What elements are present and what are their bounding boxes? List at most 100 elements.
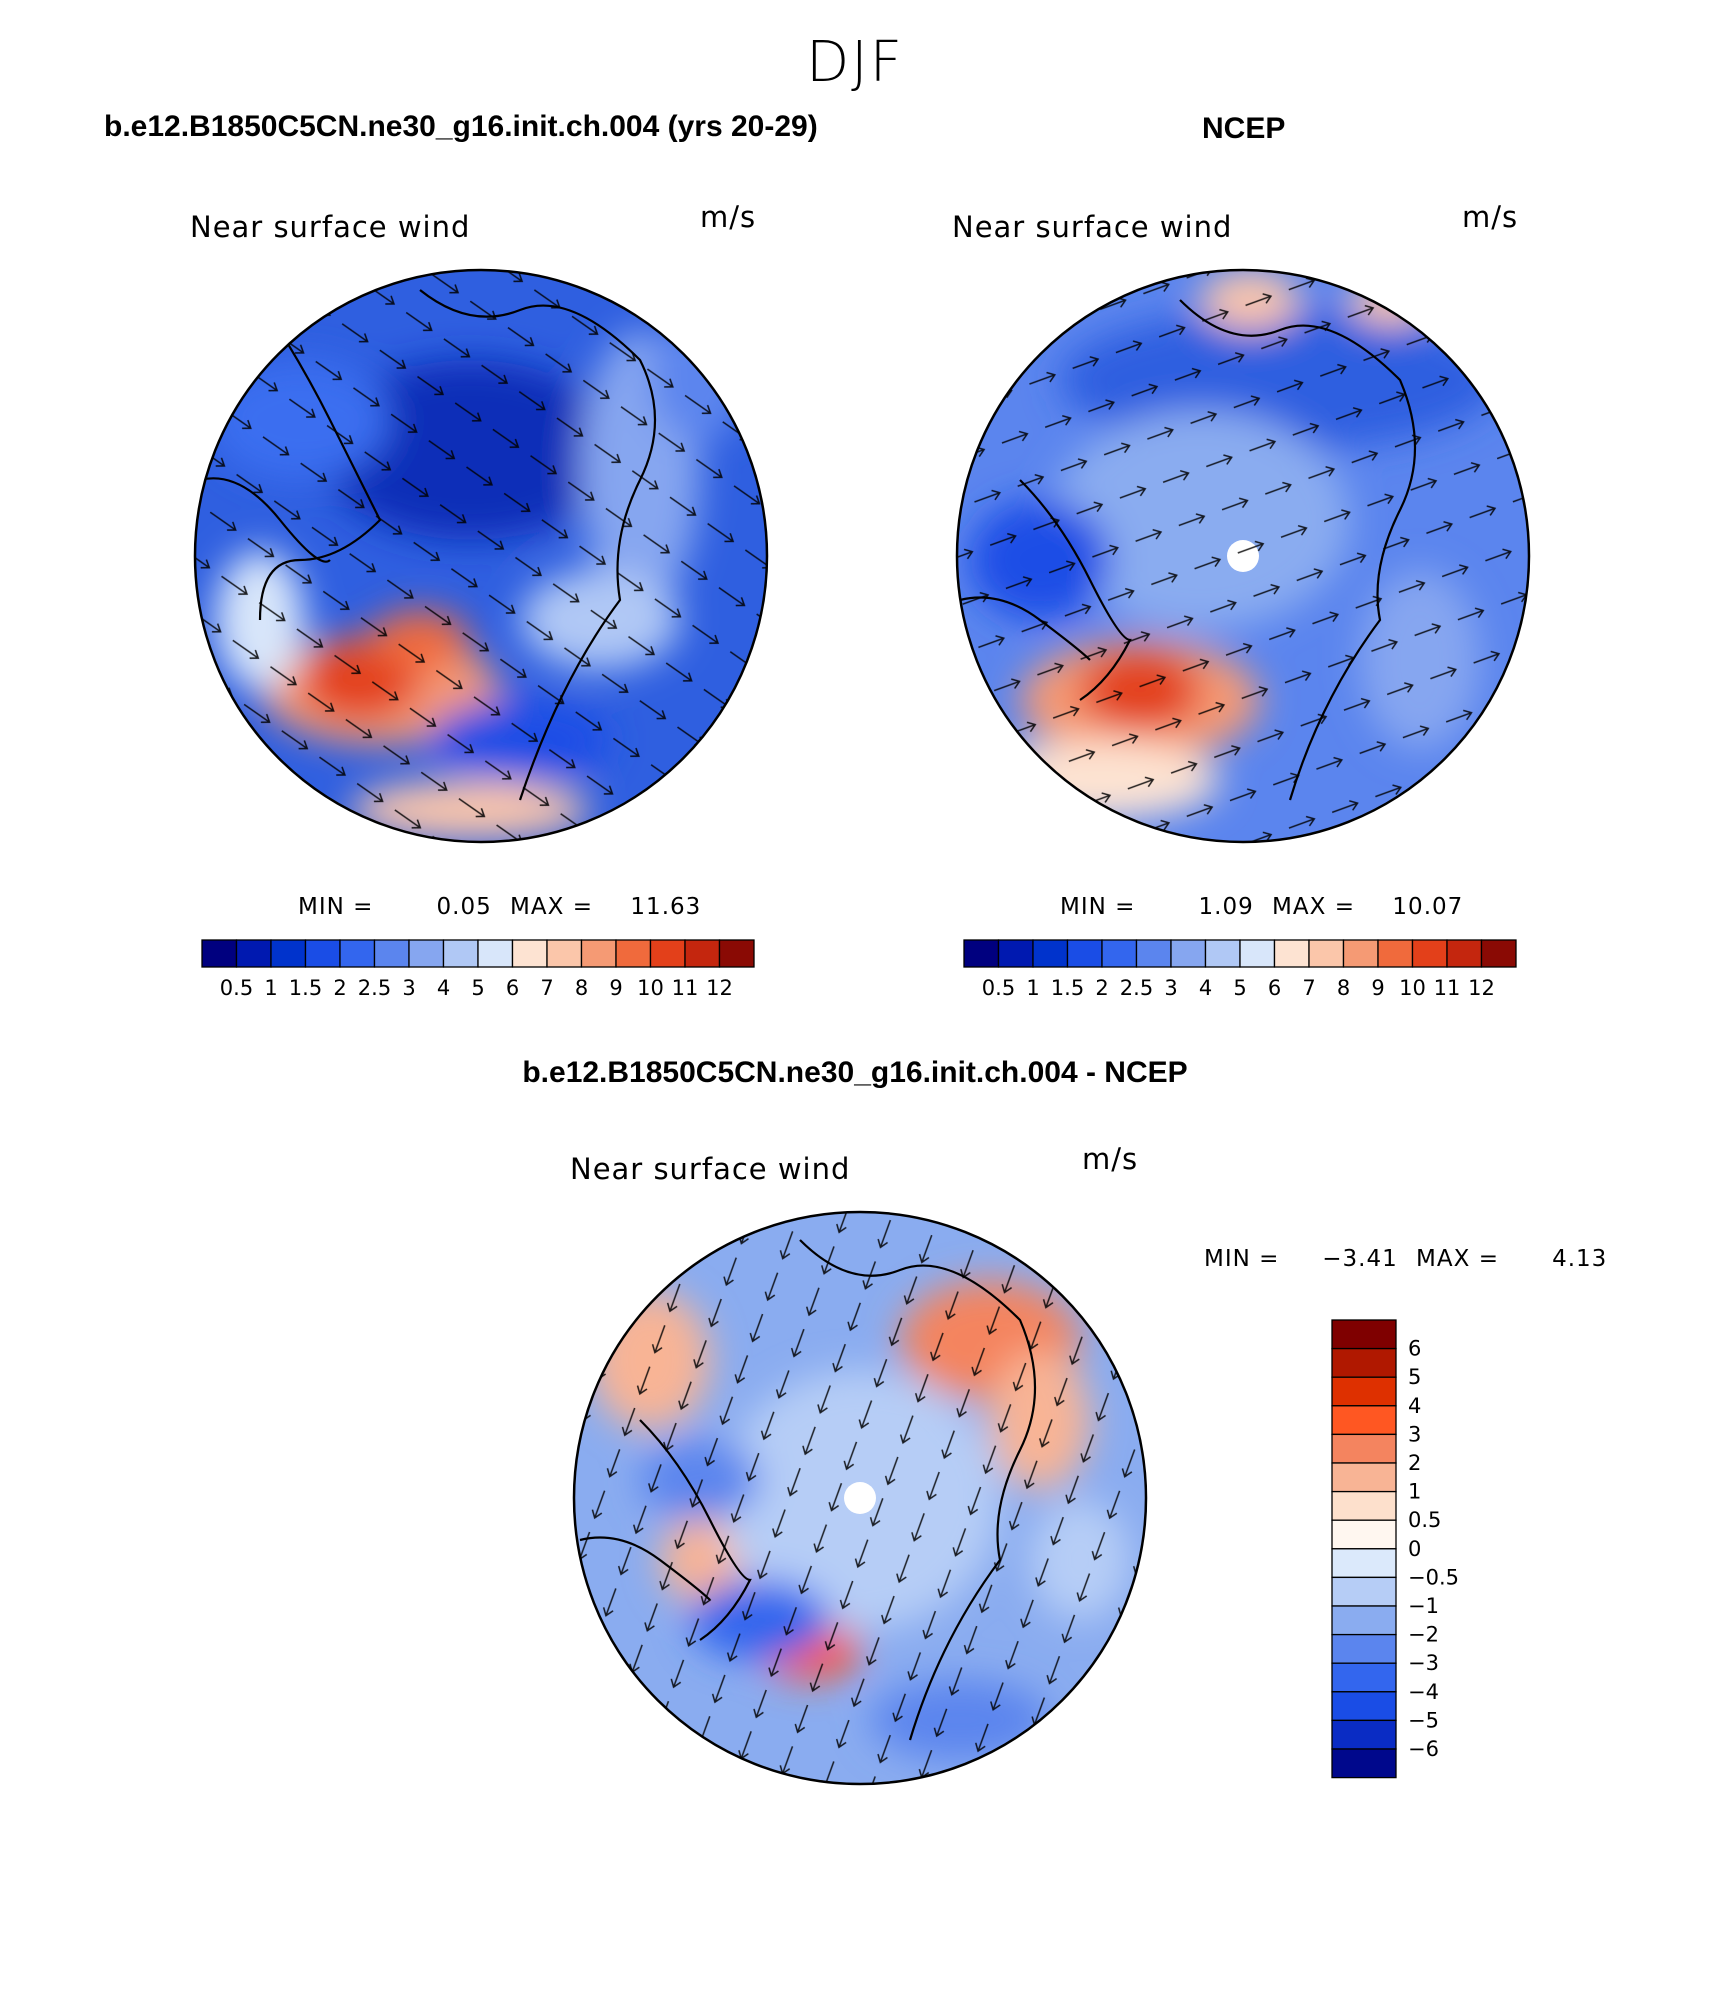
colorbar-tick-label: −3 (1408, 1651, 1439, 1675)
obs-colorbar: 0.5 1 1.5 2 2.5 3 4 5 6 7 8 9 10 11 12 (963, 939, 1517, 1000)
colorbar-box (339, 939, 376, 968)
colorbar-tick-label: 7 (540, 976, 553, 1000)
diff-units: m/s (1082, 1142, 1139, 1176)
colorbar-tick-label: 1 (1408, 1480, 1421, 1504)
colorbar-tick-label: 0.5 (220, 976, 253, 1000)
colorbar-tick-label: 1.5 (1051, 976, 1084, 1000)
colorbar-tick-label: 1 (1026, 976, 1039, 1000)
min-label: MIN = (298, 894, 374, 920)
colorbar-box (1273, 939, 1310, 968)
colorbar-box (1480, 939, 1517, 968)
model-map (195, 270, 767, 842)
colorbar-box (684, 939, 721, 968)
colorbar-tick-label: 0.5 (982, 976, 1015, 1000)
colorbar-box (1331, 1405, 1397, 1436)
max-value: 4.13 (1552, 1246, 1608, 1272)
colorbar-tick-label: 6 (1408, 1337, 1421, 1361)
colorbar-tick-label: −6 (1408, 1737, 1439, 1761)
colorbar-tick-label: 12 (1468, 976, 1495, 1000)
colorbar-tick-label: −1 (1408, 1594, 1439, 1618)
colorbar-tick-label: 2 (1095, 976, 1108, 1000)
colorbar-tick-label: −2 (1408, 1623, 1439, 1647)
colorbar-box (1331, 1633, 1397, 1664)
model-stats: MIN = 0.05 MAX = 11.63 (298, 894, 701, 920)
max-label: MAX = (1416, 1246, 1499, 1272)
model-colorbar: 0.5 1 1.5 2 2.5 3 4 5 6 7 8 9 10 11 12 (201, 939, 755, 1000)
diff-colorbar: 6 5 4 3 2 1 0.5 0 −0.5 −1 −2 −3 −4 −5 −6 (1331, 1319, 1459, 1779)
colorbar-box (304, 939, 341, 968)
colorbar-tick-label: 6 (1268, 976, 1281, 1000)
colorbar-tick-label: 3 (1408, 1422, 1421, 1446)
colorbar-box (1331, 1548, 1397, 1579)
colorbar-tick-label: 6 (506, 976, 519, 1000)
colorbar-box (1331, 1462, 1397, 1493)
max-value: 10.07 (1392, 894, 1464, 920)
colorbar-tick-label: 3 (402, 976, 415, 1000)
colorbar-box (1331, 1519, 1397, 1550)
colorbar-tick-label: −5 (1408, 1708, 1439, 1732)
colorbar-box (1135, 939, 1172, 968)
colorbar-tick-label: 1.5 (289, 976, 322, 1000)
colorbar-box (1331, 1376, 1397, 1407)
colorbar-box (1342, 939, 1379, 968)
colorbar-tick-label: 1 (264, 976, 277, 1000)
max-value: 11.63 (630, 894, 702, 920)
min-label: MIN = (1060, 894, 1136, 920)
colorbar-tick-label: 8 (575, 976, 588, 1000)
colorbar-tick-label: 3 (1164, 976, 1177, 1000)
max-label: MAX = (1272, 894, 1355, 920)
colorbar-box (511, 939, 548, 968)
min-value: −3.41 (1322, 1246, 1398, 1272)
colorbar-tick-label: 2 (333, 976, 346, 1000)
colorbar-tick-label: 7 (1302, 976, 1315, 1000)
colorbar-tick-label: 2 (1408, 1451, 1421, 1475)
obs-panel-title: NCEP (1202, 112, 1286, 145)
colorbar-tick-label: 4 (1199, 976, 1212, 1000)
diff-map (574, 1212, 1146, 1784)
colorbar-tick-label: 2.5 (358, 976, 391, 1000)
model-map-label: Near surface wind (190, 210, 471, 244)
colorbar-box (1331, 1605, 1397, 1636)
colorbar-box (1331, 1719, 1397, 1750)
min-label: MIN = (1204, 1246, 1280, 1272)
colorbar-box (615, 939, 652, 968)
diff-map-label: Near surface wind (570, 1152, 851, 1186)
colorbar-box (1377, 939, 1414, 968)
diff-stats: MIN = −3.41 MAX = 4.13 (1204, 1246, 1607, 1272)
colorbar-tick-label: 9 (1371, 976, 1384, 1000)
colorbar-box (270, 939, 307, 968)
colorbar-box (442, 939, 479, 968)
colorbar-tick-label: 0 (1408, 1537, 1421, 1561)
colorbar-box (1204, 939, 1241, 968)
figure-title: DJF (806, 30, 904, 95)
colorbar-box (718, 939, 755, 968)
colorbar-tick-label: 11 (672, 976, 699, 1000)
colorbar-box (580, 939, 617, 968)
colorbar-box (408, 939, 445, 968)
colorbar-box (1331, 1576, 1397, 1607)
colorbar-box (1331, 1490, 1397, 1521)
colorbar-box (1032, 939, 1069, 968)
colorbar-tick-label: −4 (1408, 1680, 1439, 1704)
obs-units: m/s (1462, 200, 1519, 234)
colorbar-box (1066, 939, 1103, 968)
colorbar-tick-label: 9 (609, 976, 622, 1000)
diff-panel-title: b.e12.B1850C5CN.ne30_g16.init.ch.004 - N… (522, 1056, 1188, 1089)
colorbar-tick-label: 2.5 (1120, 976, 1153, 1000)
colorbar-box (1331, 1319, 1397, 1350)
colorbar-box (1170, 939, 1207, 968)
colorbar-box (1308, 939, 1345, 968)
colorbar-box (1331, 1748, 1397, 1779)
colorbar-tick-label: 11 (1434, 976, 1461, 1000)
colorbar-tick-label: 10 (1399, 976, 1426, 1000)
colorbar-tick-label: 4 (1408, 1394, 1421, 1418)
colorbar-box (1446, 939, 1483, 968)
colorbar-box (1101, 939, 1138, 968)
colorbar-box (1331, 1347, 1397, 1378)
colorbar-tick-label: 5 (1408, 1365, 1421, 1389)
model-units: m/s (700, 200, 757, 234)
colorbar-tick-label: 0.5 (1408, 1508, 1441, 1532)
colorbar-tick-label: 8 (1337, 976, 1350, 1000)
colorbar-box (1331, 1691, 1397, 1722)
